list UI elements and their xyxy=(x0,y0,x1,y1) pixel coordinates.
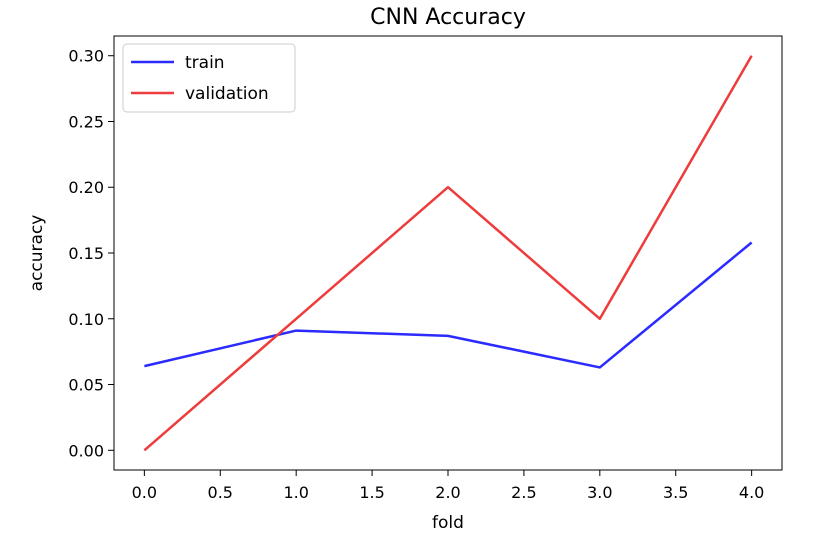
chart-title: CNN Accuracy xyxy=(370,5,526,30)
x-tick-label: 1.0 xyxy=(283,483,308,502)
x-tick-label: 3.5 xyxy=(663,483,688,502)
x-tick-label: 0.5 xyxy=(208,483,233,502)
x-tick-label: 4.0 xyxy=(739,483,764,502)
x-tick-label: 3.0 xyxy=(587,483,612,502)
legend-label-validation: validation xyxy=(185,84,269,104)
series-line-train xyxy=(144,241,753,369)
x-tick-label: 0.0 xyxy=(132,483,157,502)
y-tick-label: 0.05 xyxy=(68,376,104,395)
legend-label-train: train xyxy=(185,53,225,73)
y-axis: 0.00 0.05 0.10 0.15 0.20 0.25 0.30 xyxy=(68,47,114,460)
x-axis-label: fold xyxy=(432,513,464,533)
series-line-validation xyxy=(143,55,753,452)
y-tick-label: 0.30 xyxy=(68,47,104,66)
x-tick-label: 2.0 xyxy=(435,483,460,502)
y-axis-label: accuracy xyxy=(27,215,47,292)
x-tick-label: 1.5 xyxy=(359,483,384,502)
y-tick-label: 0.20 xyxy=(68,178,104,197)
x-axis: 0.0 0.5 1.0 1.5 2.0 2.5 3.0 3.5 4.0 xyxy=(132,470,764,502)
series-lines xyxy=(143,55,753,452)
y-tick-label: 0.00 xyxy=(68,441,104,460)
y-tick-label: 0.10 xyxy=(68,310,104,329)
y-tick-label: 0.15 xyxy=(68,244,104,263)
x-tick-label: 2.5 xyxy=(511,483,536,502)
legend: train validation xyxy=(122,43,296,113)
y-tick-label: 0.25 xyxy=(68,112,104,131)
